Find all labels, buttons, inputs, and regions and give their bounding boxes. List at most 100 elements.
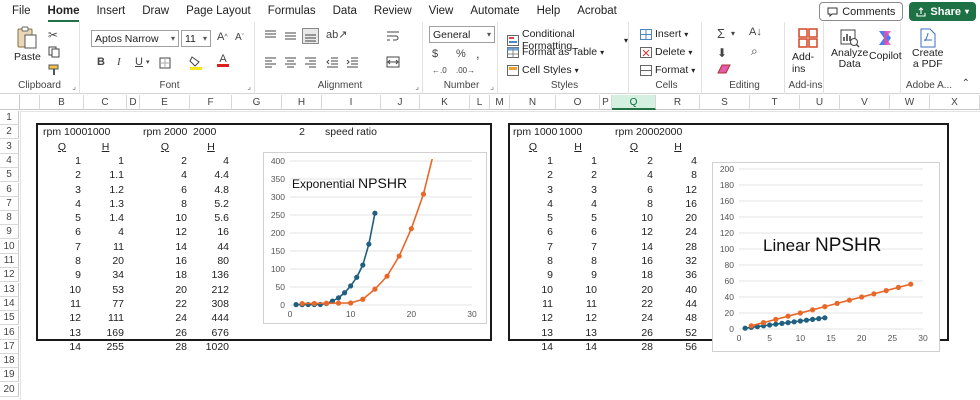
- table-cell[interactable]: 16: [217, 226, 229, 239]
- row-header[interactable]: 1: [0, 111, 19, 125]
- data-point[interactable]: [748, 323, 754, 329]
- table-cell[interactable]: 56: [685, 340, 697, 353]
- table-cell[interactable]: 3: [591, 183, 597, 196]
- table-cell[interactable]: 1: [118, 154, 124, 167]
- table-subheader-cell[interactable]: H: [574, 140, 582, 153]
- row-header[interactable]: 7: [0, 196, 19, 211]
- table-cell[interactable]: 12: [585, 312, 597, 325]
- row-header[interactable]: 6: [0, 182, 19, 197]
- column-header-f[interactable]: F: [190, 95, 232, 110]
- table-cell[interactable]: 16: [685, 197, 697, 210]
- table-cell[interactable]: 6: [75, 226, 81, 239]
- table-cell[interactable]: 2: [591, 169, 597, 182]
- column-header-g[interactable]: G: [232, 95, 282, 110]
- sort-filter-icon[interactable]: A↓: [749, 26, 762, 38]
- row-header[interactable]: 15: [0, 311, 19, 326]
- table-cell[interactable]: 10: [641, 212, 653, 225]
- data-point[interactable]: [335, 300, 342, 306]
- table-cell[interactable]: 20: [685, 212, 697, 225]
- table-cell[interactable]: 9: [547, 269, 553, 282]
- data-point[interactable]: [810, 316, 816, 322]
- table-cell[interactable]: 1020: [205, 340, 229, 353]
- column-header-o[interactable]: O: [556, 95, 600, 110]
- table-cell[interactable]: 2: [181, 154, 187, 167]
- merge-center-icon[interactable]: [386, 56, 400, 68]
- table-cell[interactable]: 10: [541, 283, 553, 296]
- table-cell[interactable]: 5.6: [214, 212, 229, 225]
- delete-cells-button[interactable]: Delete ▾: [640, 46, 692, 58]
- table-cell[interactable]: 36: [685, 269, 697, 282]
- column-header-l[interactable]: L: [470, 95, 490, 110]
- table-cell[interactable]: 4: [75, 197, 81, 210]
- data-point[interactable]: [908, 281, 914, 287]
- cell-styles-button[interactable]: Cell Styles ▾: [507, 64, 579, 76]
- table-cell[interactable]: 10: [69, 283, 81, 296]
- font-launcher-icon[interactable]: ⌟: [247, 82, 251, 91]
- table-header-cell[interactable]: rpm 1000: [43, 126, 88, 139]
- table-cell[interactable]: 26: [641, 326, 653, 339]
- table-cell[interactable]: 11: [586, 297, 597, 310]
- table-cell[interactable]: 111: [108, 312, 124, 325]
- menu-tab-file[interactable]: File: [12, 5, 31, 17]
- table-cell[interactable]: 4: [547, 197, 553, 210]
- table-cell[interactable]: 1.2: [109, 183, 124, 196]
- row-header[interactable]: 20: [0, 382, 19, 397]
- table-cell[interactable]: 5.2: [214, 197, 229, 210]
- table-cell[interactable]: 14: [541, 340, 553, 353]
- table-cell[interactable]: 22: [641, 297, 653, 310]
- autosum-icon[interactable]: Σ: [717, 26, 726, 41]
- column-header-e[interactable]: E: [140, 95, 190, 110]
- table-cell[interactable]: 5: [547, 212, 553, 225]
- table-cell[interactable]: 12: [541, 312, 553, 325]
- speed-ratio-value[interactable]: 2: [299, 126, 305, 139]
- data-point[interactable]: [773, 316, 779, 322]
- column-header-n[interactable]: N: [510, 95, 556, 110]
- increase-indent-icon[interactable]: [346, 56, 359, 68]
- data-point[interactable]: [810, 307, 816, 313]
- table-cell[interactable]: 18: [641, 269, 653, 282]
- data-point[interactable]: [299, 300, 305, 307]
- currency-icon[interactable]: $: [432, 48, 439, 60]
- column-header-q[interactable]: Q: [612, 95, 656, 110]
- data-point[interactable]: [779, 320, 785, 326]
- data-point[interactable]: [348, 300, 354, 306]
- conditional-formatting-button[interactable]: Conditional Formatting ▾: [507, 28, 628, 52]
- number-launcher-icon[interactable]: ⌟: [490, 82, 494, 91]
- table-cell[interactable]: 2: [547, 169, 553, 182]
- table-subheader-cell[interactable]: H: [207, 140, 215, 153]
- row-header[interactable]: 13: [0, 282, 19, 297]
- comments-button[interactable]: Comments: [819, 2, 904, 21]
- table-cell[interactable]: 16: [641, 255, 653, 267]
- data-point[interactable]: [348, 283, 354, 289]
- format-as-table-button[interactable]: Format as Table ▾: [507, 46, 604, 58]
- row-header[interactable]: 2: [0, 125, 19, 140]
- align-middle-icon[interactable]: [284, 30, 297, 42]
- table-cell[interactable]: 13: [585, 326, 597, 339]
- table-cell[interactable]: 444: [211, 312, 229, 325]
- table-cell[interactable]: 8: [691, 169, 697, 182]
- row-header[interactable]: 5: [0, 168, 19, 183]
- table-cell[interactable]: 22: [175, 297, 187, 310]
- row-header[interactable]: 17: [0, 339, 19, 354]
- data-point[interactable]: [785, 313, 791, 319]
- table-cell[interactable]: 34: [112, 269, 124, 282]
- data-point[interactable]: [366, 241, 372, 247]
- table-cell[interactable]: 10: [175, 212, 187, 225]
- table-cell[interactable]: 7: [75, 240, 81, 253]
- fill-icon[interactable]: ⬇: [717, 46, 728, 60]
- column-header-k[interactable]: K: [420, 95, 470, 110]
- table-header-cell[interactable]: 2000: [659, 126, 683, 139]
- table-header-cell[interactable]: rpm 2000: [615, 126, 660, 139]
- data-point[interactable]: [797, 318, 803, 324]
- table-cell[interactable]: 4: [181, 169, 187, 182]
- copy-icon[interactable]: [48, 46, 61, 58]
- data-point[interactable]: [871, 291, 877, 297]
- table-cell[interactable]: 10: [585, 283, 597, 296]
- number-format-dropdown[interactable]: General ▾: [429, 26, 495, 43]
- font-name-dropdown[interactable]: Aptos Narrow ▾: [91, 30, 179, 47]
- table-cell[interactable]: 212: [211, 283, 229, 296]
- menu-tab-data[interactable]: Data: [332, 5, 357, 17]
- table-cell[interactable]: 24: [641, 312, 653, 325]
- data-point[interactable]: [767, 322, 773, 328]
- data-point[interactable]: [360, 296, 366, 302]
